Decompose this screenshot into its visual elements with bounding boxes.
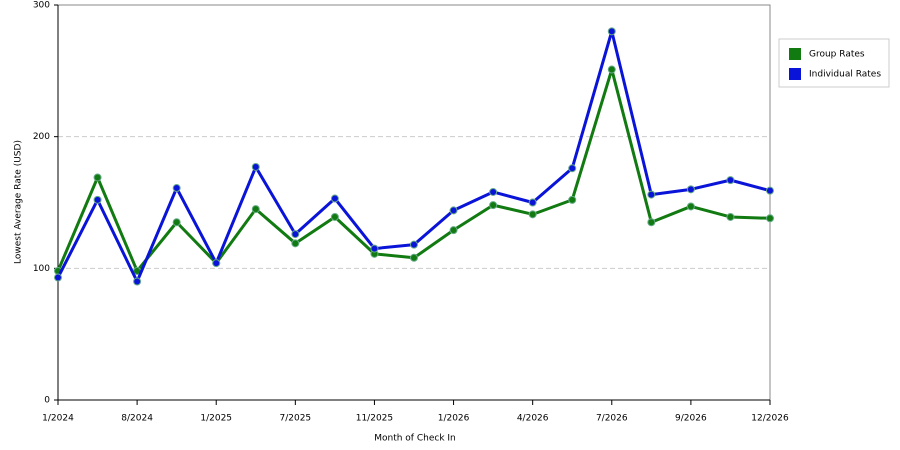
x-tick-label: 9/2026 [675, 414, 707, 424]
data-point [291, 239, 300, 248]
data-point [686, 185, 695, 194]
data-point [647, 218, 656, 227]
data-point [489, 187, 498, 196]
legend-label: Individual Rates [809, 70, 881, 80]
data-point [54, 273, 62, 282]
data-point [647, 190, 656, 199]
data-point [449, 226, 458, 235]
y-axis-label: Lowest Average Rate (USD) [14, 140, 24, 264]
data-point [528, 210, 537, 219]
data-point [726, 212, 735, 221]
x-tick-label: 7/2025 [279, 414, 311, 424]
data-point [410, 240, 418, 249]
data-point [251, 205, 260, 214]
x-tick-label: 8/2024 [121, 414, 153, 424]
x-tick-label: 1/2026 [438, 414, 470, 424]
data-point [766, 214, 774, 223]
data-point [370, 244, 379, 253]
data-point [607, 65, 616, 74]
data-point [172, 218, 181, 227]
plot-frame [57, 4, 771, 401]
x-tick-label: 11/2025 [356, 414, 393, 424]
x-tick-label: 1/2025 [200, 414, 232, 424]
data-point [607, 27, 616, 36]
data-point [330, 194, 339, 203]
data-point [766, 186, 774, 195]
data-point [133, 277, 142, 286]
legend-swatch [789, 48, 801, 60]
data-point [172, 184, 181, 193]
legend-swatch [789, 68, 801, 80]
data-point [449, 206, 458, 215]
y-tick-label: 0 [44, 396, 50, 406]
data-point [568, 195, 577, 204]
data-point [93, 173, 102, 182]
data-point [330, 212, 339, 221]
x-tick-label: 12/2026 [751, 414, 789, 424]
data-point [726, 176, 735, 185]
data-point [568, 164, 577, 173]
x-tick-label: 7/2026 [596, 414, 628, 424]
y-tick-label: 300 [33, 1, 50, 11]
data-point [212, 259, 221, 268]
y-tick-label: 100 [33, 264, 50, 274]
data-point [528, 198, 537, 207]
data-point [251, 162, 260, 171]
x-axis-label: Month of Check In [374, 434, 456, 444]
data-point [291, 230, 300, 239]
legend-label: Group Rates [809, 50, 865, 60]
x-tick-label: 1/2024 [42, 414, 74, 424]
data-point [686, 202, 695, 211]
data-point [93, 195, 102, 204]
y-tick-label: 200 [33, 132, 50, 142]
data-point [489, 201, 498, 210]
x-tick-label: 4/2026 [517, 414, 549, 424]
data-point [410, 253, 418, 262]
